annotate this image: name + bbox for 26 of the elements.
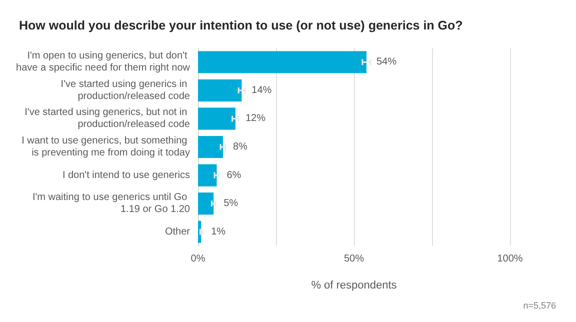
x-tick-label: 0%: [190, 254, 206, 264]
data-label: 14%: [252, 84, 272, 96]
x-tick-label: 100%: [497, 254, 523, 264]
y-tick-label: I'm open to using generics, but don't have a specific need for them right now: [16, 50, 191, 74]
data-label: 8%: [232, 142, 248, 152]
text: n=5,576: [523, 300, 556, 310]
y-tick-label: I've started using generics, but not in production/released code: [24, 107, 190, 130]
x-axis-title: % of respondents: [311, 280, 398, 292]
chart-title: How would you describe your intention to use (or not use) generics in Go?: [19, 18, 463, 32]
bar: [198, 192, 214, 215]
data-label: 5%: [224, 198, 238, 210]
y-tick-label: I've started using generics in production/released code: [60, 78, 190, 102]
y-tick-label: I want to use generics, but something is preventing me from doing it today: [22, 136, 190, 158]
bar: [198, 136, 223, 158]
data-label: 12%: [245, 113, 266, 124]
data-label: 54%: [376, 56, 397, 68]
bar: [198, 51, 366, 74]
bar: [198, 108, 236, 130]
data-label: 1%: [211, 226, 226, 238]
bar: [198, 79, 242, 102]
data-label: 6%: [226, 170, 242, 181]
y-tick-label: Other: [164, 226, 191, 238]
bar: [198, 164, 217, 186]
y-tick-label: I don't intend to use generics: [62, 170, 190, 181]
y-tick-label: I'm waiting to use generics until Go 1.19 or Go 1.20: [32, 192, 190, 216]
x-tick-label: 50%: [344, 254, 364, 264]
